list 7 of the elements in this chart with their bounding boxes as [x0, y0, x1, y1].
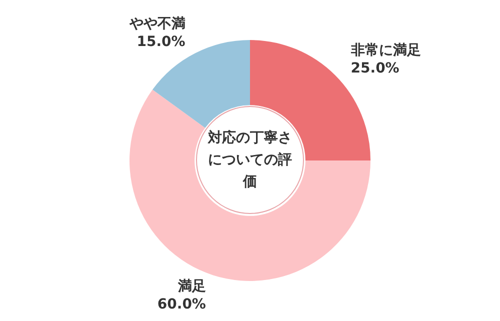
text: 対応の丁寧さについての評価: [207, 129, 292, 190]
data-label: 60.0%: [157, 296, 206, 313]
data-label: 25.0%: [350, 60, 400, 76]
slice-label: やや不満: [128, 16, 186, 32]
slice-label: 非常に満足: [350, 42, 421, 58]
slice-label: 満足: [176, 278, 206, 295]
data-label: 15.0%: [136, 34, 186, 50]
